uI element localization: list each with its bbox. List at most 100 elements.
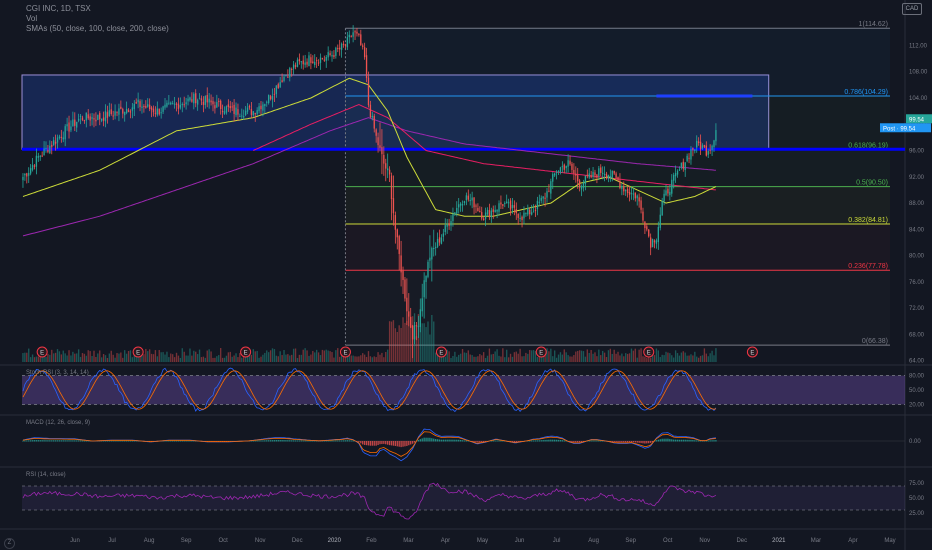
- volume-bar: [214, 357, 216, 362]
- macd-histogram-bar: [707, 440, 709, 442]
- candle-body: [598, 168, 600, 176]
- candle-body: [51, 144, 53, 147]
- volume-bar: [563, 349, 565, 362]
- volume-bar: [254, 351, 256, 362]
- macd-histogram-bar: [481, 441, 483, 443]
- volume-bar: [711, 350, 713, 362]
- volume-bar: [387, 349, 389, 362]
- volume-bar: [444, 356, 446, 362]
- volume-bar: [580, 350, 583, 362]
- earnings-marker-label: E: [539, 351, 543, 357]
- volume-bar: [183, 351, 185, 362]
- candle-body: [648, 229, 650, 237]
- volume-bar: [603, 352, 606, 362]
- macd-histogram-bar: [573, 441, 575, 443]
- macd-histogram-bar: [339, 440, 341, 442]
- macd-histogram-bar: [648, 441, 650, 444]
- candle-body: [471, 197, 473, 201]
- candle-body: [486, 209, 489, 215]
- macd-histogram-bar: [609, 441, 612, 442]
- candle-body: [584, 175, 587, 184]
- time-axis-label: Oct: [663, 538, 673, 544]
- rsi-band: [22, 486, 905, 510]
- volume-bar: [632, 350, 635, 362]
- time-axis-label: Aug: [144, 538, 155, 544]
- candle-body: [379, 145, 381, 148]
- volume-bar: [189, 348, 191, 362]
- candle-body: [463, 201, 466, 203]
- macd-histogram-bar: [285, 440, 287, 442]
- price-tick-label: 68.00: [909, 332, 925, 338]
- candle-body: [638, 197, 640, 202]
- candle-body: [212, 101, 214, 105]
- macd-histogram-bar: [588, 440, 590, 442]
- candle-body: [388, 169, 391, 175]
- macd-histogram-bar: [425, 437, 427, 442]
- candle-body: [713, 140, 715, 148]
- candle-body: [671, 179, 673, 194]
- volume-bar: [479, 354, 481, 362]
- candle-body: [392, 198, 395, 214]
- candle-body: [26, 173, 28, 177]
- volume-bar: [139, 355, 141, 362]
- volume-bar: [292, 348, 295, 362]
- volume-bar: [287, 354, 289, 362]
- currency-badge[interactable]: CAD: [902, 3, 922, 15]
- volume-bar: [323, 350, 326, 362]
- volume-bar: [425, 327, 427, 362]
- volume-bar: [53, 353, 55, 362]
- macd-histogram-bar: [701, 440, 704, 442]
- candle-body: [544, 197, 546, 199]
- macd-histogram-bar: [690, 439, 692, 442]
- candle-body: [66, 124, 68, 127]
- candle-body: [615, 173, 617, 178]
- macd-histogram-bar: [429, 437, 431, 442]
- candle-body: [266, 101, 268, 103]
- macd-histogram-bar: [131, 440, 134, 442]
- macd-histogram-bar: [427, 437, 429, 442]
- candle-body: [594, 172, 596, 176]
- zoom-button[interactable]: Z: [4, 538, 15, 549]
- macd-histogram-bar: [651, 441, 654, 443]
- volume-bar: [705, 353, 707, 362]
- macd-histogram-bar: [434, 439, 437, 442]
- candle-body: [682, 161, 684, 169]
- volume-bar: [350, 355, 352, 362]
- macd-histogram-bar: [529, 440, 531, 442]
- candle-body: [498, 203, 500, 212]
- candle-body: [246, 107, 249, 112]
- volume-bar: [51, 349, 53, 362]
- macd-histogram-bar: [133, 440, 135, 442]
- volume-bar: [419, 323, 421, 362]
- candle-body: [490, 210, 493, 217]
- candle-body: [116, 111, 118, 113]
- candle-body: [143, 105, 145, 107]
- candle-body: [164, 104, 166, 108]
- macd-histogram-bar: [108, 440, 111, 442]
- macd-histogram-bar: [60, 440, 63, 442]
- macd-histogram-bar: [342, 440, 345, 442]
- time-axis-label: Jun: [515, 538, 525, 544]
- candle-body: [321, 58, 324, 60]
- last-price-tag: [906, 114, 932, 124]
- volume-bar: [89, 351, 91, 362]
- candle-body: [692, 147, 694, 151]
- volume-bar: [383, 357, 385, 362]
- macd-histogram-bar: [29, 440, 32, 442]
- volume-bar: [692, 355, 694, 362]
- volume-bar: [609, 348, 612, 362]
- volume-bar: [517, 353, 519, 362]
- macd-histogram-bar: [527, 440, 529, 442]
- macd-histogram-bar: [306, 440, 308, 442]
- macd-histogram-bar: [317, 440, 320, 442]
- candle-body: [275, 85, 278, 94]
- volume-bar: [354, 356, 356, 362]
- volume-bar: [72, 351, 74, 362]
- macd-histogram-bar: [315, 440, 318, 442]
- candle-body: [352, 32, 354, 37]
- volume-bar: [22, 353, 24, 362]
- macd-histogram-bar: [619, 441, 621, 443]
- volume-bar: [565, 352, 567, 362]
- candle-body: [548, 190, 550, 192]
